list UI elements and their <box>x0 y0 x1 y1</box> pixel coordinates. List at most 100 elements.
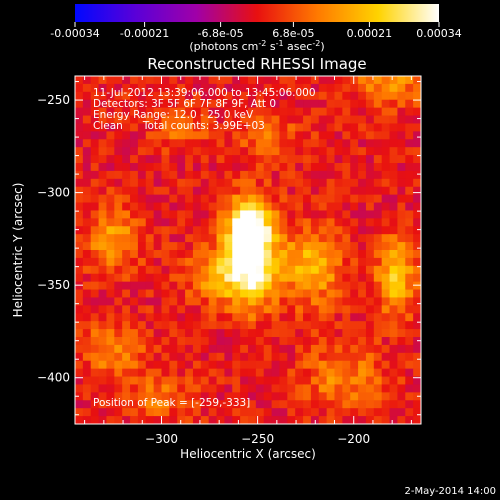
heatmap-cell <box>185 123 194 132</box>
heatmap-cell <box>334 194 343 203</box>
heatmap-cell <box>185 131 194 140</box>
heatmap-cell <box>192 91 202 101</box>
heatmap-cell <box>185 139 194 148</box>
heatmap-cell <box>177 297 186 306</box>
heatmap-cell <box>248 226 257 235</box>
heatmap-cell <box>271 313 280 322</box>
heatmap-cell <box>287 83 296 93</box>
heatmap-cell <box>185 83 194 93</box>
heatmap-cell <box>373 273 383 283</box>
heatmap-cell <box>82 273 92 283</box>
heatmap-cell <box>169 178 178 188</box>
heatmap-cell <box>365 329 375 338</box>
heatmap-cell <box>208 242 217 251</box>
heatmap-cell <box>177 281 186 290</box>
heatmap-cell <box>185 91 194 101</box>
heatmap-cell <box>389 416 398 425</box>
heatmap-cell <box>318 352 328 362</box>
heatmap-cell <box>216 139 225 148</box>
heatmap-cell <box>82 352 92 362</box>
heatmap-cell <box>90 273 99 283</box>
heatmap-cell <box>318 384 328 393</box>
colorbar-tick-label: -6.8e-05 <box>197 27 243 40</box>
heatmap-cell <box>271 76 280 85</box>
heatmap-cell <box>358 384 367 393</box>
heatmap-cell <box>318 210 328 219</box>
heatmap-cell <box>310 210 320 219</box>
heatmap-cell <box>98 139 107 148</box>
heatmap-cell <box>389 115 398 124</box>
heatmap-cell <box>358 178 367 188</box>
heatmap-cell <box>342 115 351 124</box>
heatmap-cell <box>295 155 304 164</box>
heatmap-cell <box>287 155 296 164</box>
heatmap-cell <box>240 329 249 338</box>
heatmap-cell <box>405 408 414 417</box>
heatmap-cell <box>381 344 390 354</box>
heatmap-cell <box>413 321 422 330</box>
heatmap-cell <box>161 297 170 306</box>
heatmap-cell <box>122 400 131 409</box>
heatmap-cell <box>200 400 210 409</box>
heatmap-cell <box>240 281 249 290</box>
heatmap-cell <box>295 289 304 298</box>
heatmap-cell <box>90 392 99 401</box>
heatmap-cell <box>208 376 217 385</box>
heatmap-cell <box>161 273 170 283</box>
heatmap-cell <box>389 408 398 417</box>
heatmap-cell <box>185 170 194 180</box>
heatmap-cell <box>413 83 422 93</box>
heatmap-cell <box>137 242 147 251</box>
heatmap-cell <box>153 76 162 85</box>
heatmap-cell <box>106 194 115 203</box>
heatmap-cell <box>177 242 186 251</box>
heatmap-cell <box>310 352 320 362</box>
heatmap-cell <box>216 242 225 251</box>
heatmap-cell <box>98 344 107 354</box>
heatmap-cell <box>75 313 84 322</box>
heatmap-cell <box>161 337 170 346</box>
heatmap-cell <box>122 194 131 203</box>
heatmap-cell <box>137 392 147 401</box>
heatmap-cell <box>295 107 304 116</box>
heatmap-cell <box>224 91 233 101</box>
heatmap-cell <box>303 147 312 156</box>
heatmap-cell <box>318 226 328 235</box>
heatmap-cell <box>82 155 92 164</box>
heatmap-cell <box>342 368 351 377</box>
heatmap-cell <box>287 139 296 148</box>
heatmap-cell <box>358 368 367 377</box>
heatmap-cell <box>232 147 241 156</box>
heatmap-cell <box>90 218 99 227</box>
heatmap-cell <box>263 289 272 298</box>
heatmap-cell <box>263 139 272 148</box>
heatmap-cell <box>405 257 414 267</box>
heatmap-cell <box>161 344 170 354</box>
heatmap-cell <box>75 91 84 101</box>
heatmap-cell <box>90 265 99 275</box>
heatmap-cell <box>192 226 202 235</box>
heatmap-cell <box>224 218 233 227</box>
heatmap-cell <box>248 186 257 196</box>
heatmap-cell <box>334 91 343 101</box>
heatmap-cell <box>405 416 414 425</box>
heatmap-cell <box>405 83 414 93</box>
heatmap-cell <box>90 234 99 243</box>
heatmap-cell <box>130 250 139 259</box>
heatmap-cell <box>397 281 406 290</box>
heatmap-cell <box>334 250 343 259</box>
heatmap-cell <box>373 155 383 164</box>
heatmap-cell <box>82 408 92 417</box>
heatmap-cell <box>381 289 390 298</box>
heatmap-cell <box>216 321 225 330</box>
heatmap-cell <box>75 115 84 124</box>
heatmap-cell <box>169 250 178 259</box>
heatmap-cell <box>224 329 233 338</box>
heatmap-cell <box>405 376 414 385</box>
heatmap-cell <box>326 392 335 401</box>
heatmap-cell <box>130 360 139 370</box>
heatmap-cell <box>263 392 272 401</box>
heatmap-cell <box>342 352 351 362</box>
heatmap-cell <box>161 91 170 101</box>
heatmap-cell <box>90 194 99 203</box>
